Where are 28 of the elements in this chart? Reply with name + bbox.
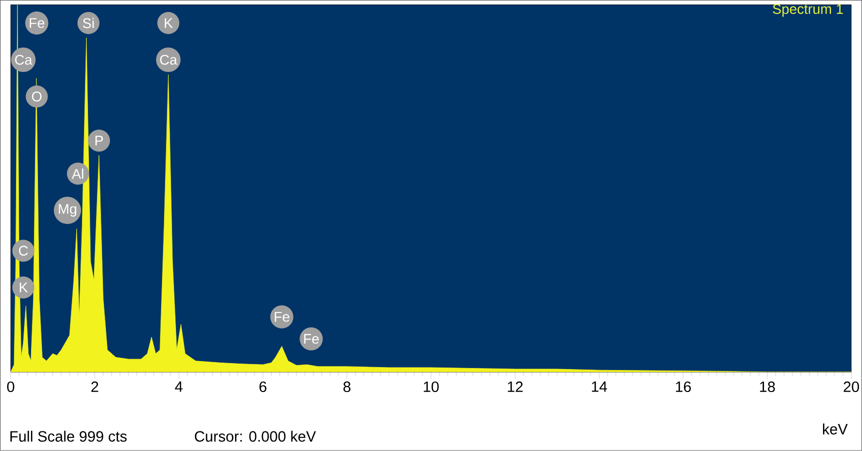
x-tick-label: 0 [7, 382, 14, 392]
annotation: Fe [274, 312, 290, 322]
annotation: Fe [30, 18, 44, 28]
annotation: K [164, 18, 173, 28]
annotation: Fe [304, 334, 319, 344]
text: Full Scale 999 cts [10, 430, 127, 442]
annotation: Ca [15, 54, 32, 65]
x-tick-label: 18 [760, 382, 775, 392]
x-tick-label: 8 [343, 382, 350, 392]
annotation: O [32, 92, 42, 102]
x-tick-label: 4 [175, 382, 183, 392]
annotation: C [18, 246, 28, 256]
x-tick-label: 14 [592, 382, 607, 392]
annotation: Si [82, 18, 94, 28]
chart-title: Spectrum 1 [772, 4, 843, 17]
x-tick-label: 2 [91, 382, 98, 392]
x-tick-label: 10 [424, 382, 439, 392]
x-tick-label: 6 [259, 382, 266, 392]
annotation: Ca [160, 54, 178, 65]
annotation: Mg [58, 204, 76, 217]
x-tick-label: 20 [844, 382, 860, 392]
text: Cursor: 0.000 keV [194, 430, 316, 442]
x-axis-title: keV [823, 424, 848, 435]
annotation: Al [72, 168, 84, 179]
x-tick-label: 16 [676, 382, 691, 392]
annotation: P [95, 136, 103, 146]
annotation: K [20, 282, 28, 292]
x-tick-label: 12 [508, 382, 523, 392]
